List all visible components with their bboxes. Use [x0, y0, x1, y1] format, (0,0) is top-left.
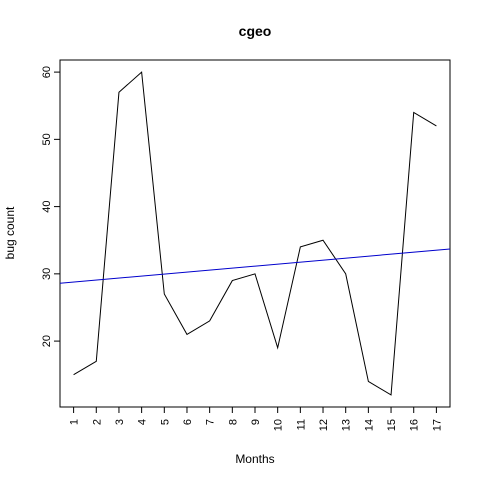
- chart-title: cgeo: [239, 23, 272, 39]
- x-tick-label-3: 3: [114, 419, 126, 425]
- series-line-0: [73, 71, 437, 396]
- x-tick-label-16: 16: [409, 419, 421, 431]
- x-tick-label-2: 2: [91, 419, 103, 425]
- y-tick-label-50: 50: [41, 133, 53, 145]
- y-axis: 20 30 40 50 60: [41, 66, 60, 347]
- x-tick-label-15: 15: [386, 419, 398, 431]
- x-tick-label-12: 12: [318, 419, 330, 431]
- x-tick-label-5: 5: [159, 419, 171, 425]
- x-axis-label: Months: [235, 452, 274, 466]
- x-tick-label-9: 9: [250, 419, 262, 425]
- y-axis-label: bug count: [3, 206, 17, 259]
- y-tick-label-20: 20: [41, 335, 53, 347]
- x-tick-label-10: 10: [273, 419, 285, 431]
- x-tick-label-17: 17: [431, 419, 443, 431]
- x-tick-label-1: 1: [69, 419, 81, 425]
- series-layer: [59, 71, 451, 396]
- x-tick-label-13: 13: [341, 419, 353, 431]
- x-tick-label-11: 11: [295, 419, 307, 430]
- x-tick-label-14: 14: [363, 419, 375, 431]
- plot-frame: [59, 59, 451, 408]
- x-tick-label-8: 8: [227, 419, 239, 425]
- x-tick-label-7: 7: [205, 419, 217, 425]
- y-tick-label-60: 60: [41, 66, 53, 78]
- x-tick-label-6: 6: [182, 419, 194, 425]
- y-tick-label-40: 40: [41, 200, 53, 212]
- x-axis: 1 2 3 4 5 6 7 8 9 10 11 12 13 14 15 16 17: [69, 407, 443, 431]
- trend-line: [59, 248, 451, 284]
- x-tick-label-4: 4: [137, 419, 149, 425]
- y-tick-label-30: 30: [41, 268, 53, 280]
